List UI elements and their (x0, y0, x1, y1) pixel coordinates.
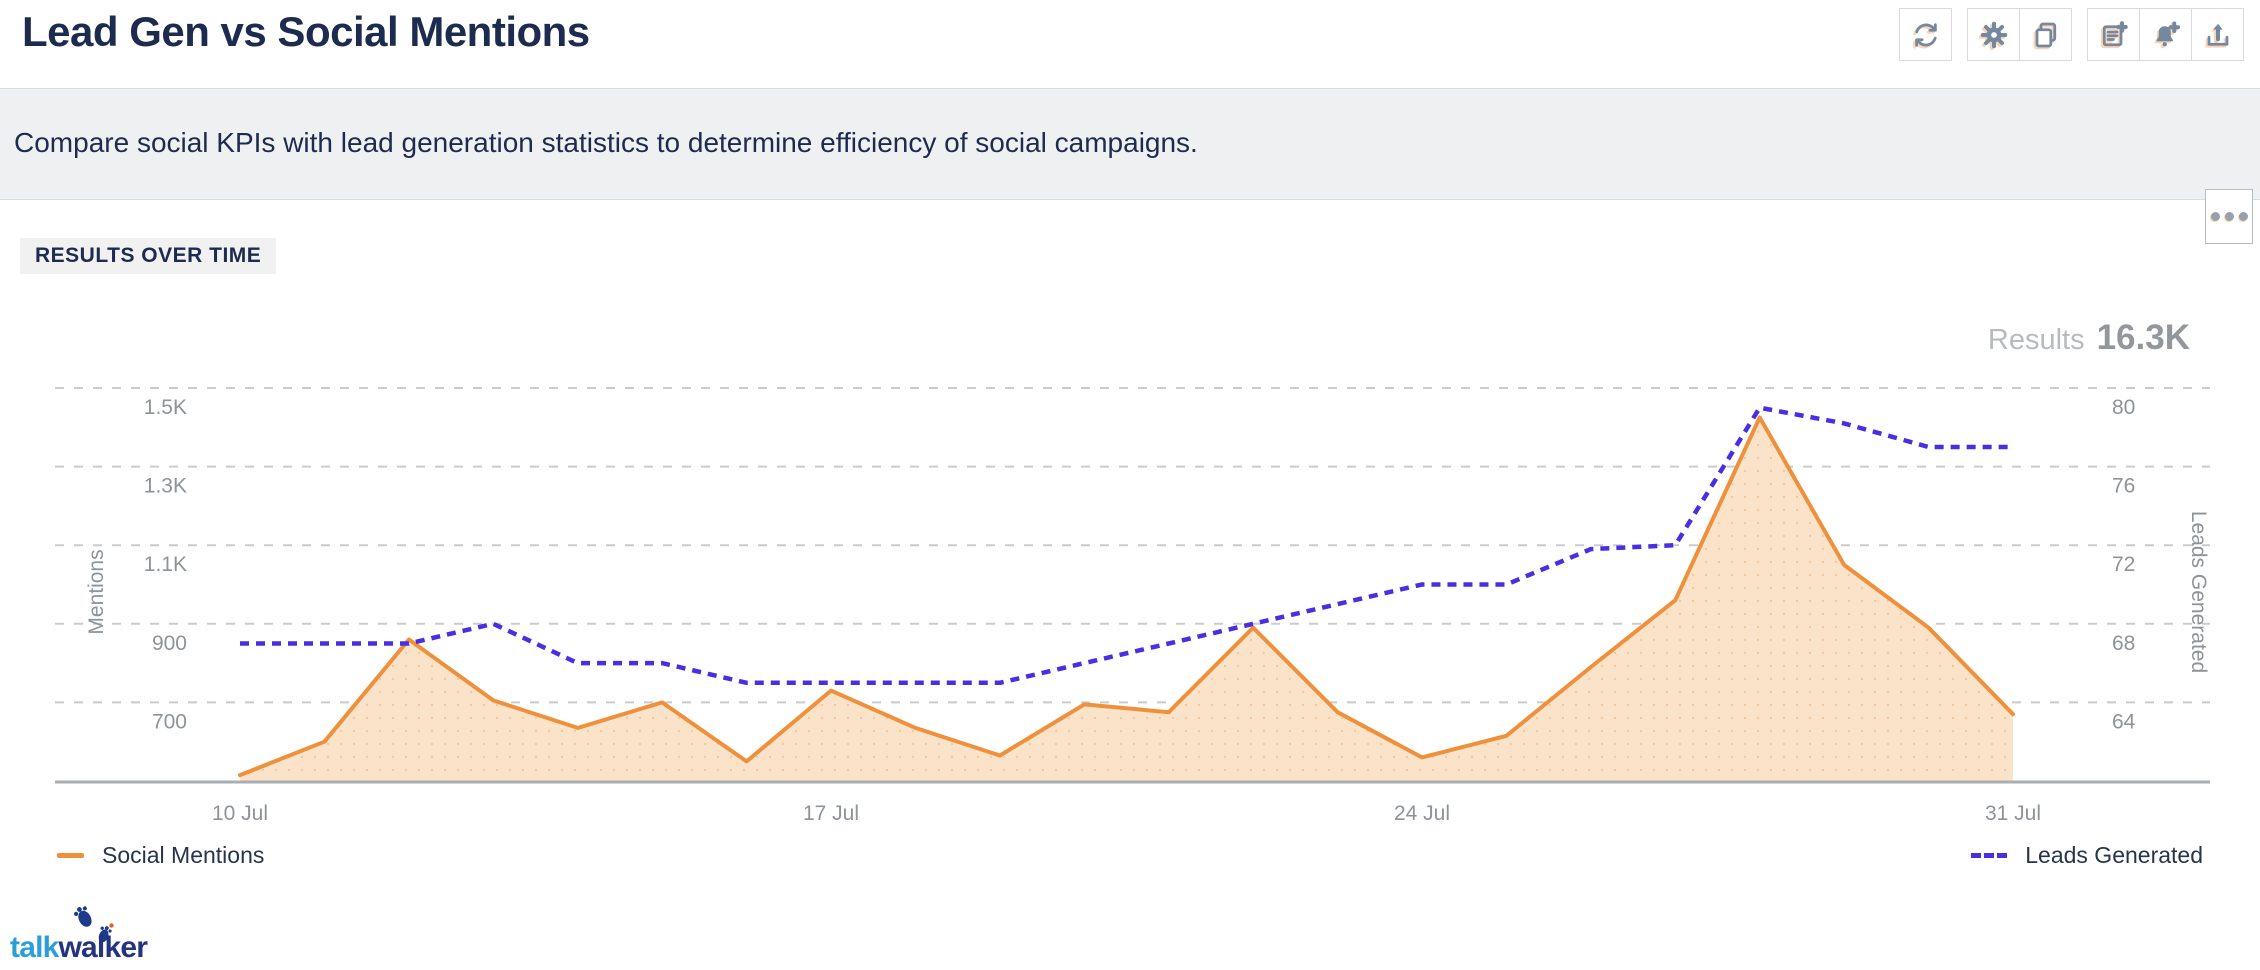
duplicate-button[interactable] (2019, 8, 2072, 61)
add-report-button[interactable] (2087, 8, 2140, 61)
x-axis-tick-label: 17 Jul (803, 802, 859, 825)
more-options-button[interactable] (2205, 189, 2253, 244)
right-axis-tick-label: 64 (2112, 710, 2136, 733)
add-alert-icon (2155, 20, 2180, 46)
left-axis-tick-label: 700 (152, 710, 187, 733)
social-mentions-area (240, 417, 2013, 781)
leads-generated-swatch (1971, 853, 2008, 858)
ellipsis-icon (2224, 212, 2234, 221)
refresh-icon (1914, 22, 1937, 47)
toolbar-group-edit (1967, 8, 2072, 61)
social-mentions-swatch (57, 853, 84, 858)
legend-label: Social Mentions (102, 842, 265, 868)
right-axis-tick-label: 80 (2112, 396, 2135, 419)
right-axis-tick-label: 72 (2112, 553, 2135, 576)
legend-label: Leads Generated (2025, 842, 2203, 868)
x-axis-tick-label: 31 Jul (1985, 802, 2041, 825)
add-alert-button[interactable] (2139, 8, 2192, 61)
talkwalker-wordmark: talkwalker (10, 931, 148, 964)
footprints-icon (73, 906, 114, 943)
results-value: 16.3K (2096, 318, 2190, 357)
widget-toolbar (1899, 8, 2244, 61)
ellipsis-icon (2210, 212, 2220, 221)
x-axis-tick-label: 24 Jul (1394, 802, 1450, 825)
right-axis-tick-label: 68 (2112, 632, 2135, 655)
ellipsis-icon (2238, 212, 2248, 221)
left-axis-tick-label: 900 (152, 632, 187, 655)
export-icon (2207, 23, 2228, 46)
results-total: Results 16.3K (1988, 318, 2190, 358)
left-axis-tick-label: 1.3K (144, 475, 187, 498)
page-title: Lead Gen vs Social Mentions (22, 8, 590, 55)
settings-button[interactable] (1967, 8, 2020, 61)
left-axis-tick-label: 1.1K (144, 553, 187, 576)
gear-icon (1980, 21, 2007, 48)
copy-icon (2035, 22, 2056, 47)
leads-generated-line (240, 405, 2013, 686)
legend-item-leads-generated[interactable]: Leads Generated (1971, 842, 2203, 869)
export-button[interactable] (2191, 8, 2244, 61)
left-axis-tick-label: 1.5K (144, 396, 187, 419)
section-label: RESULTS OVER TIME (20, 238, 277, 274)
social-mentions-line (238, 415, 2015, 778)
toolbar-group-actions (2087, 8, 2244, 61)
widget-description: Compare social KPIs with lead generation… (14, 127, 1198, 158)
toolbar-group-refresh (1899, 8, 1952, 61)
description-band: Compare social KPIs with lead generation… (0, 88, 2260, 200)
refresh-button[interactable] (1899, 8, 1952, 61)
legend-item-social-mentions[interactable]: Social Mentions (57, 842, 264, 869)
results-label: Results (1987, 324, 2085, 356)
talkwalker-logo: talkwalker (10, 905, 148, 967)
x-axis-tick-label: 10 Jul (212, 802, 268, 825)
right-axis-tick-label: 76 (2112, 475, 2135, 498)
left-axis-title: Mentions (85, 549, 108, 634)
add-report-icon (2102, 20, 2128, 46)
right-axis-title: Leads Generated (2187, 511, 2210, 673)
